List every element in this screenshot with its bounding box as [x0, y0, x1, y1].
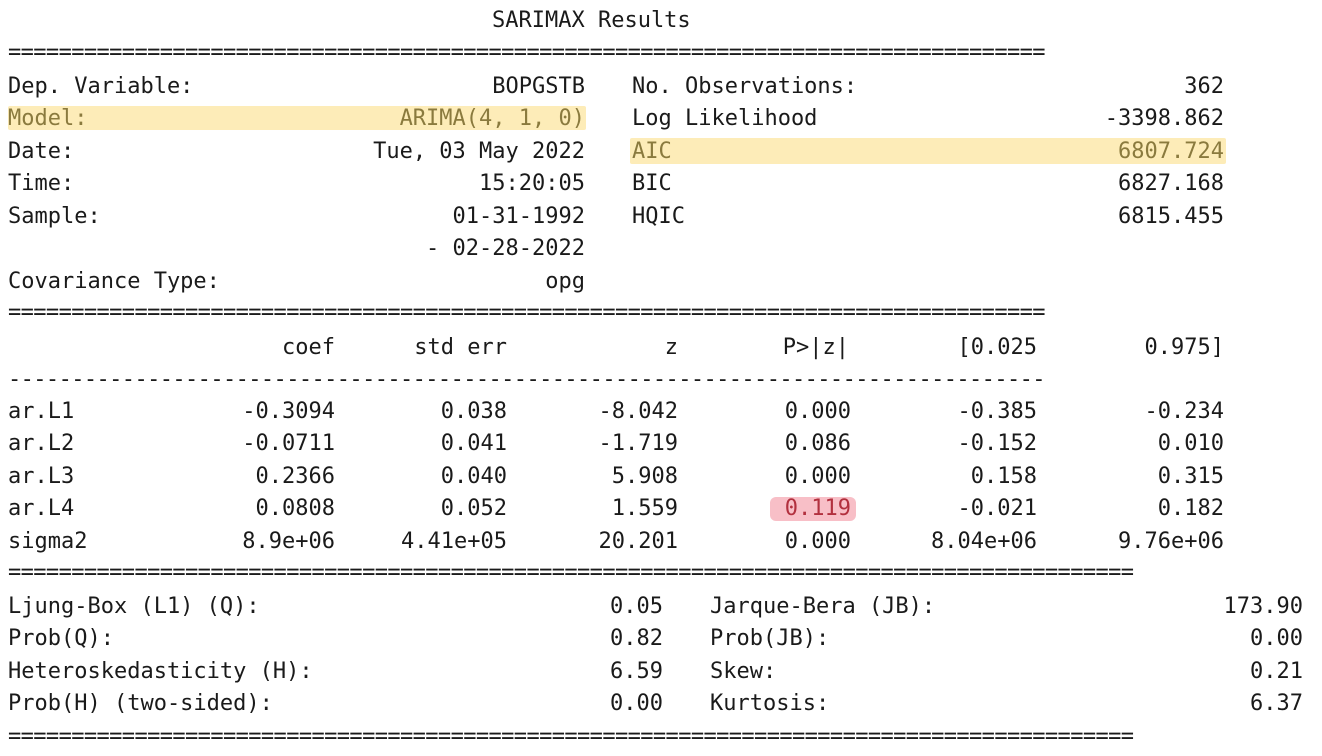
coef-row-name: sigma2 — [8, 529, 88, 554]
diag-value-prob-q: 0.82 — [610, 626, 663, 651]
info-value-sample-start: 01-31-1992 — [452, 204, 585, 229]
diag-label-ljung-box: Ljung-Box (L1) (Q): — [8, 594, 260, 619]
coef-row-name: ar.L3 — [8, 464, 75, 489]
std-err-value: 0.040 — [440, 464, 507, 489]
diag-value-prob-jb: 0.00 — [1250, 626, 1303, 651]
info-label-log-likelihood: Log Likelihood — [632, 106, 818, 131]
std-err-value: 0.038 — [440, 399, 507, 424]
ci-upper-value: 9.76e+06 — [1118, 529, 1224, 554]
info-label-hqic: HQIC — [632, 204, 685, 229]
ci-lower-value: -0.021 — [957, 496, 1037, 521]
ci-lower-value: -0.152 — [957, 431, 1037, 456]
diag-label-prob-h: Prob(H) (two-sided): — [8, 691, 273, 716]
info-value-no-observations: 362 — [1184, 74, 1224, 99]
coef-value: -0.3094 — [242, 399, 335, 424]
diag-value-prob-h: 0.00 — [610, 691, 663, 716]
page-title: SARIMAX Results — [492, 8, 691, 33]
diag-label-jarque-bera: Jarque-Bera (JB): — [710, 594, 936, 619]
coef-row-name: ar.L4 — [8, 496, 75, 521]
coef-row-name: ar.L1 — [8, 399, 75, 424]
ci-lower-value: 8.04e+06 — [931, 529, 1037, 554]
info-label-time: Time: — [8, 171, 75, 196]
ci-upper-value: 0.010 — [1157, 431, 1224, 456]
z-value: 5.908 — [611, 464, 678, 489]
coef-value: 8.9e+06 — [242, 529, 335, 554]
diag-value-heteroskedasticity: 6.59 — [610, 659, 663, 684]
info-label-aic: AIC — [632, 139, 672, 164]
ci-upper-value: 0.315 — [1157, 464, 1224, 489]
coef-row-name: ar.L2 — [8, 431, 75, 456]
info-value-model: ARIMA(4, 1, 0) — [399, 106, 585, 131]
std-err-value: 4.41e+05 — [401, 529, 507, 554]
ci-upper-value: -0.234 — [1144, 399, 1224, 424]
info-value-time: 15:20:05 — [479, 171, 585, 196]
z-value: -8.042 — [598, 399, 678, 424]
p-value-highlighted: 0.119 — [784, 496, 851, 521]
coef-value: 0.2366 — [255, 464, 335, 489]
diag-label-prob-jb: Prob(JB): — [710, 626, 830, 651]
info-label-bic: BIC — [632, 171, 672, 196]
z-value: 1.559 — [611, 496, 678, 521]
diag-value-skew: 0.21 — [1250, 659, 1303, 684]
ci-lower-value: 0.158 — [970, 464, 1037, 489]
separator-double-wide: ========================================… — [8, 726, 1134, 748]
std-err-value: 0.041 — [440, 431, 507, 456]
info-label-dep-variable: Dep. Variable: — [8, 74, 194, 99]
info-label-model: Model: — [8, 106, 88, 131]
p-value: 0.000 — [784, 464, 851, 489]
info-value-sample-end: - 02-28-2022 — [426, 236, 585, 261]
info-value-dep-variable: BOPGSTB — [492, 74, 585, 99]
p-value: 0.000 — [784, 399, 851, 424]
std-err-value: 0.052 — [440, 496, 507, 521]
p-value: 0.000 — [784, 529, 851, 554]
info-value-date: Tue, 03 May 2022 — [373, 139, 585, 164]
p-value: 0.086 — [784, 431, 851, 456]
info-label-date: Date: — [8, 139, 75, 164]
separator-double-wide: ========================================… — [8, 562, 1134, 584]
diag-value-jarque-bera: 173.90 — [1223, 594, 1303, 619]
info-value-covariance-type: opg — [545, 269, 585, 294]
coef-header-coef: coef — [282, 335, 335, 360]
ci-upper-value: 0.182 — [1157, 496, 1224, 521]
diag-value-kurtosis: 6.37 — [1250, 691, 1303, 716]
info-value-hqic: 6815.455 — [1118, 204, 1224, 229]
coef-value: 0.0808 — [255, 496, 335, 521]
info-value-bic: 6827.168 — [1118, 171, 1224, 196]
diag-value-ljung-box: 0.05 — [610, 594, 663, 619]
p-value-highlight — [770, 497, 856, 521]
coef-header-std-err: std err — [414, 335, 507, 360]
aic-row-highlight — [630, 138, 1226, 164]
info-value-aic: 6807.724 — [1118, 139, 1224, 164]
coef-value: -0.0711 — [242, 431, 335, 456]
info-label-no-observations: No. Observations: — [632, 74, 858, 99]
coef-header-ci-lower: [0.025 — [957, 335, 1037, 360]
diag-label-skew: Skew: — [710, 659, 777, 684]
coef-header-ci-upper: 0.975] — [1144, 335, 1224, 360]
z-value: -1.719 — [598, 431, 678, 456]
info-value-log-likelihood: -3398.862 — [1104, 106, 1224, 131]
diag-label-prob-q: Prob(Q): — [8, 626, 114, 651]
info-label-sample: Sample: — [8, 204, 101, 229]
diag-label-heteroskedasticity: Heteroskedasticity (H): — [8, 659, 313, 684]
separator-single: ----------------------------------------… — [8, 369, 1046, 391]
separator-double: ========================================… — [8, 42, 1046, 64]
separator-double: ========================================… — [8, 302, 1046, 324]
z-value: 20.201 — [598, 529, 678, 554]
coef-header-p-value: P>|z| — [782, 335, 849, 360]
model-row-highlight — [8, 106, 586, 130]
ci-lower-value: -0.385 — [957, 399, 1037, 424]
info-label-covariance-type: Covariance Type: — [8, 269, 220, 294]
diag-label-kurtosis: Kurtosis: — [710, 691, 830, 716]
coef-header-z: z — [664, 335, 678, 360]
